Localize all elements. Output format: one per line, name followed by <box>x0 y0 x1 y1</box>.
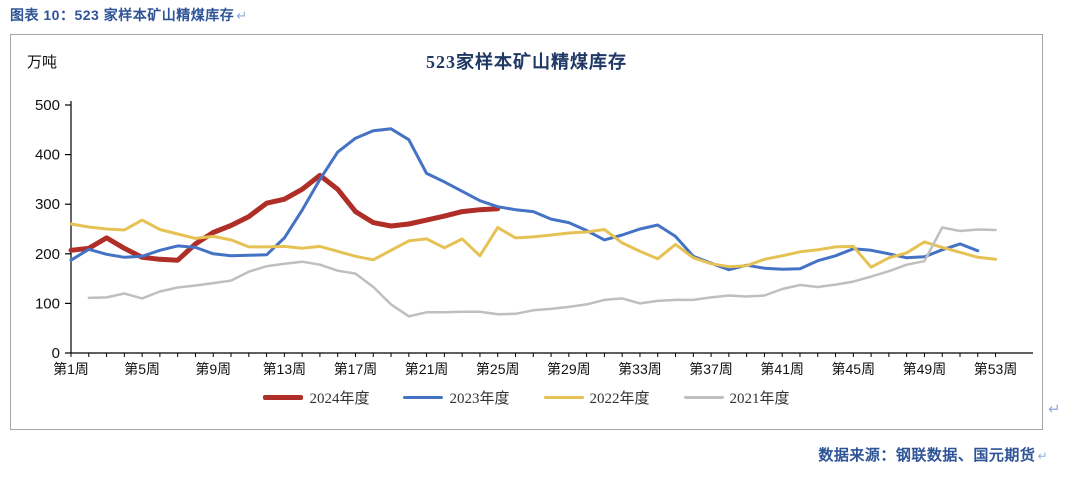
x-tick-label: 第9周 <box>195 361 231 377</box>
data-source-text: 数据来源：钢联数据、国元期货 <box>818 447 1036 464</box>
line-2023年度 <box>69 127 980 272</box>
y-tick-label: 200 <box>35 246 60 263</box>
y-tick-label: 300 <box>35 196 60 213</box>
return-mark-icon: ↵ <box>1048 401 1061 418</box>
line-2022年度 <box>69 218 998 269</box>
y-axis-unit-label: 万吨 <box>27 54 58 71</box>
x-tick-label: 第5周 <box>124 361 160 377</box>
return-mark-icon: ↵ <box>1037 449 1048 463</box>
legend-item: 2023年度 <box>403 387 510 408</box>
line-2021年度 <box>87 226 997 318</box>
legend-label: 2023年度 <box>449 391 510 407</box>
legend-swatch-icon <box>403 396 444 399</box>
x-tick-label: 第49周 <box>903 361 947 377</box>
y-tick-label: 500 <box>35 97 60 114</box>
legend-label: 2024年度 <box>309 391 370 407</box>
x-tick-label: 第13周 <box>263 361 307 377</box>
return-mark-icon: ↵ <box>236 8 248 23</box>
x-tick-label: 第53周 <box>974 361 1018 377</box>
figure-heading: 图表 10：523 家样本矿山精煤库存 ↵ <box>10 5 248 25</box>
data-source-note: 数据来源：钢联数据、国元期货 ↵ <box>818 444 1048 465</box>
x-tick-label: 第45周 <box>832 361 876 377</box>
x-tick-label: 第21周 <box>405 361 449 377</box>
x-tick-label: 第17周 <box>334 361 378 377</box>
y-tick-label: 400 <box>35 147 60 164</box>
y-tick-label: 100 <box>35 295 60 312</box>
legend-item: 2024年度 <box>263 387 369 408</box>
x-tick-label: 第29周 <box>547 361 591 377</box>
legend-item: 2021年度 <box>683 387 790 408</box>
chart-container: 万吨 523家样本矿山精煤库存 0 100 200 300 400 500 第1周 第5周 第9… <box>10 34 1043 430</box>
legend-label: 2021年度 <box>729 391 790 407</box>
chart-canvas: 0 100 200 300 400 500 第1周 第5周 第9周 第13周 第17周 第21周 第25… <box>35 97 1033 377</box>
legend-swatch-icon <box>683 396 724 399</box>
legend-label: 2022年度 <box>589 391 650 407</box>
x-tick-label: 第25周 <box>476 361 520 377</box>
legend-swatch-icon <box>543 396 584 399</box>
legend-item: 2022年度 <box>543 387 650 408</box>
legend-swatch-icon <box>263 395 304 400</box>
x-tick-label: 第41周 <box>760 361 804 377</box>
x-tick-label: 第1周 <box>53 361 89 377</box>
chart-title: 523家样本矿山精煤库存 <box>426 52 627 72</box>
chart-legend: 2024年度 2023年度 2022年度 2021年度 <box>11 387 1042 408</box>
figure-heading-text: 图表 10：523 家样本矿山精煤库存 <box>10 7 235 23</box>
y-tick-label: 0 <box>52 345 60 362</box>
x-tick-label: 第33周 <box>618 361 662 377</box>
x-tick-label: 第37周 <box>689 361 733 377</box>
